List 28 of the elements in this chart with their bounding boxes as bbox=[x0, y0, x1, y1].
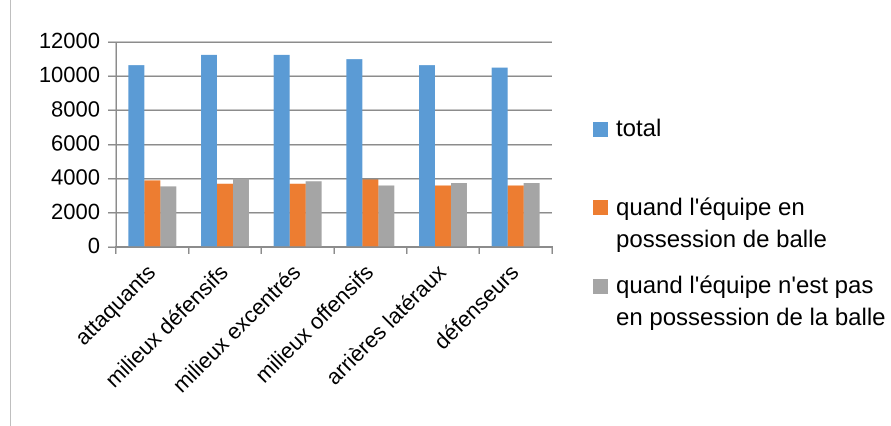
y-tick-label: 6000 bbox=[51, 130, 100, 156]
bar bbox=[201, 54, 218, 246]
bar bbox=[306, 181, 322, 246]
y-tick-label: 0 bbox=[88, 233, 100, 258]
y-tick-label: 8000 bbox=[51, 96, 100, 122]
y-tick-label: 12000 bbox=[38, 28, 100, 54]
bar bbox=[508, 186, 524, 246]
bar bbox=[217, 184, 233, 246]
bar bbox=[450, 182, 467, 246]
y-tick-label: 2000 bbox=[51, 198, 100, 224]
bar bbox=[232, 178, 249, 246]
bar bbox=[346, 59, 362, 246]
bar bbox=[128, 65, 144, 246]
legend-label: total bbox=[616, 114, 662, 144]
bar bbox=[419, 65, 436, 246]
y-tick-label: 4000 bbox=[51, 164, 100, 190]
bar bbox=[290, 184, 306, 246]
bar bbox=[144, 180, 160, 246]
bar bbox=[435, 186, 451, 246]
legend-label: quand l'équipe n'est pas en possession de la balle bbox=[616, 271, 887, 333]
bar bbox=[274, 54, 290, 246]
bar bbox=[362, 180, 378, 246]
y-tick-label: 10000 bbox=[38, 62, 100, 88]
legend-label: quand l'équipe en possession de balle bbox=[616, 192, 828, 254]
bar bbox=[378, 186, 394, 246]
bar bbox=[524, 182, 540, 246]
bar bbox=[492, 68, 508, 246]
bar bbox=[160, 186, 176, 246]
